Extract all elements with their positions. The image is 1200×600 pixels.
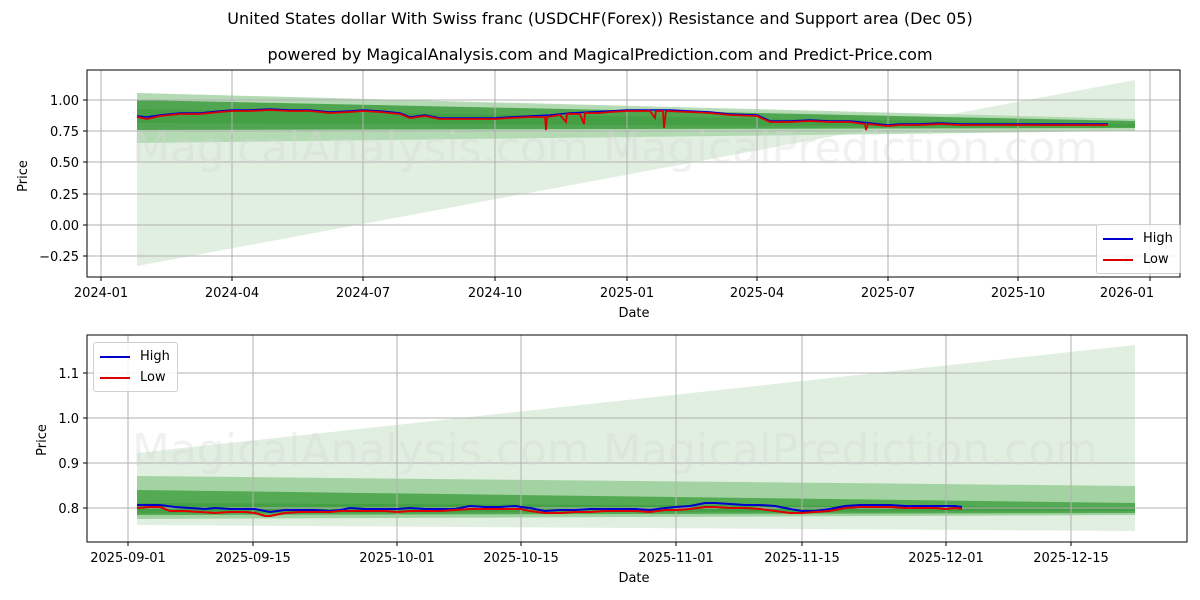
legend-item-high: High (1103, 228, 1173, 249)
watermark-magicalprediction: MagicalPrediction.com (603, 123, 1098, 174)
y-tick: 0.75 (50, 125, 79, 140)
top-x-axis-label: Date (618, 306, 649, 321)
y-tick: 0.50 (50, 156, 79, 171)
bottom-x-axis-label: Date (618, 571, 649, 586)
top-y-tick-labels: 1.00 0.75 0.50 0.25 0.00 −0.25 (39, 94, 79, 265)
watermark-magicalprediction: MagicalPrediction.com (603, 425, 1098, 476)
x-tick: 2025-10-01 (359, 551, 435, 566)
x-tick: 2024-01 (74, 286, 128, 301)
bottom-y-tick-labels: 1.1 1.0 0.9 0.8 (58, 367, 79, 517)
top-x-tick-labels: 2024-01 2024-04 2024-07 2024-10 2025-01 … (74, 286, 1154, 301)
x-tick: 2025-09-01 (90, 551, 166, 566)
x-tick: 2025-12-01 (908, 551, 984, 566)
legend-item-low: Low (1103, 249, 1173, 270)
y-tick: 0.9 (58, 457, 79, 472)
y-tick: 0.00 (50, 219, 79, 234)
x-tick: 2025-11-15 (764, 551, 840, 566)
top-low-line (136, 109, 1108, 131)
x-tick: 2024-07 (336, 286, 390, 301)
y-tick: 1.0 (58, 412, 79, 427)
legend-label-low: Low (1143, 252, 1169, 267)
bottom-chart: MagicalAnalysis.com MagicalPrediction.co… (35, 334, 1188, 586)
y-tick: −0.25 (39, 250, 79, 265)
top-high-line (136, 108, 1108, 126)
legend-label-low: Low (140, 370, 166, 385)
top-chart: MagicalAnalysis.com MagicalPrediction.co… (16, 69, 1181, 321)
top-grid (87, 70, 1180, 277)
bottom-grid (87, 335, 1187, 542)
x-tick: 2024-04 (205, 286, 259, 301)
high-line-swatch-icon (1103, 237, 1133, 240)
x-tick: 2025-11-01 (638, 551, 714, 566)
y-tick: 1.1 (58, 367, 79, 382)
y-tick: 0.25 (50, 188, 79, 203)
y-tick: 0.8 (58, 502, 79, 517)
chart-subtitle: powered by MagicalAnalysis.com and Magic… (267, 45, 933, 64)
y-tick: 1.00 (50, 94, 79, 109)
x-tick: 2025-07 (861, 286, 915, 301)
bottom-y-axis-label: Price (35, 424, 50, 456)
high-line-swatch-icon (100, 355, 130, 358)
x-tick: 2025-01 (600, 286, 654, 301)
top-legend: High Low (1096, 224, 1181, 274)
x-tick: 2025-10-15 (483, 551, 559, 566)
bottom-plot-frame (86, 334, 1188, 543)
legend-label-high: High (140, 349, 170, 364)
top-plot-frame (86, 69, 1181, 278)
x-tick: 2025-12-15 (1033, 551, 1109, 566)
legend-item-low: Low (100, 367, 170, 388)
x-tick: 2025-09-15 (215, 551, 291, 566)
legend-item-high: High (100, 346, 170, 367)
low-line-swatch-icon (1103, 258, 1133, 261)
bottom-x-tick-labels: 2025-09-01 2025-09-15 2025-10-01 2025-10… (90, 551, 1109, 566)
x-tick: 2025-04 (730, 286, 784, 301)
x-tick: 2026-01 (1100, 286, 1154, 301)
x-tick: 2025-10 (991, 286, 1045, 301)
chart-title: United States dollar With Swiss franc (U… (227, 9, 973, 28)
watermark-magicalanalysis: MagicalAnalysis.com (132, 425, 590, 476)
legend-label-high: High (1143, 231, 1173, 246)
low-line-swatch-icon (100, 376, 130, 379)
x-tick: 2024-10 (468, 286, 522, 301)
bottom-legend: High Low (93, 342, 178, 392)
watermark-magicalanalysis: MagicalAnalysis.com (132, 123, 590, 174)
bottom-low-line (136, 506, 963, 517)
bottom-high-line (137, 502, 963, 514)
top-y-axis-label: Price (16, 160, 31, 192)
